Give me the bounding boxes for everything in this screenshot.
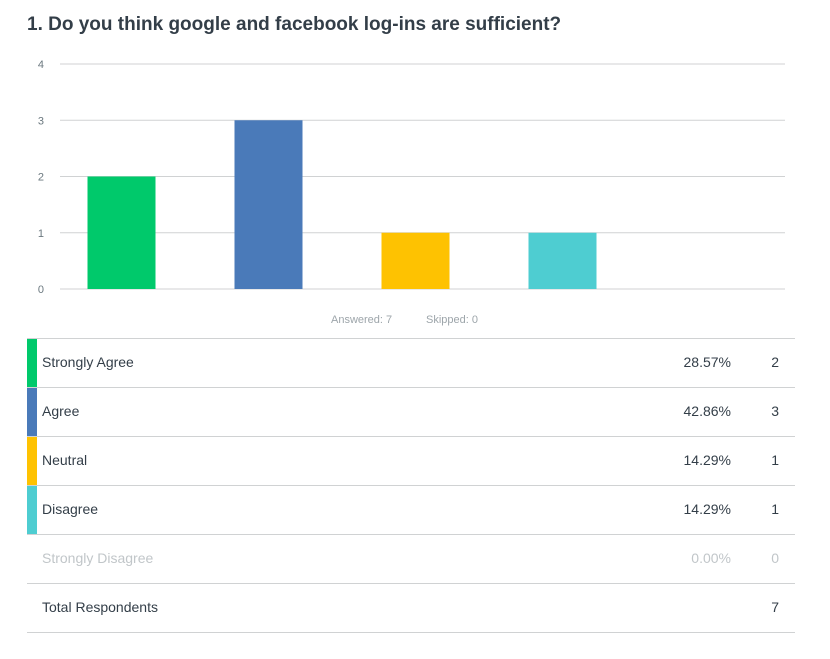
answer-percent: 42.86% [683,403,731,419]
answer-percent: 0.00% [691,550,731,566]
answered-count: Answered: 7 [331,314,393,326]
skipped-count: Skipped: 0 [426,314,478,326]
total-count: 7 [771,599,779,615]
results-table: Strongly Agree 28.57% 2 Agree 42.86% 3 N… [27,338,795,633]
answer-label: Disagree [42,501,99,517]
answer-count: 2 [771,354,779,370]
color-swatch [27,486,37,534]
answer-label: Strongly Disagree [42,550,154,566]
answer-count: 3 [771,403,779,419]
y-tick-label: 2 [38,172,44,184]
answer-percent: 14.29% [683,501,731,517]
answer-count: 0 [771,550,779,566]
y-tick-label: 1 [38,228,44,240]
y-tick-label: 4 [38,59,44,71]
y-tick-label: 3 [38,115,44,127]
question-title: 1. Do you think google and facebook log-… [27,14,562,35]
bar-disagree[interactable] [528,232,597,289]
table-row-disagree: Disagree 14.29% 1 [27,486,795,535]
answer-label: Strongly Agree [42,354,134,370]
answer-percent: 28.57% [683,354,731,370]
color-swatch [27,437,37,485]
color-swatch [27,388,37,436]
table-row-total: Total Respondents 7 [27,584,795,633]
answer-label: Neutral [42,452,88,468]
bar-chart: 0 1 2 3 4 [38,59,785,296]
answer-label: Agree [42,403,80,419]
table-row-strongly-agree: Strongly Agree 28.57% 2 [27,339,795,388]
bar-agree[interactable] [234,120,303,289]
bar-neutral[interactable] [381,232,450,289]
table-row-agree: Agree 42.86% 3 [27,388,795,437]
answer-count: 1 [771,452,779,468]
answer-count: 1 [771,501,779,517]
color-swatch [27,339,37,387]
table-row-strongly-disagree: Strongly Disagree 0.00% 0 [27,535,795,584]
table-row-neutral: Neutral 14.29% 1 [27,437,795,486]
bar-strongly-agree[interactable] [87,176,156,290]
total-label: Total Respondents [42,599,158,615]
y-tick-label: 0 [38,284,44,296]
answer-percent: 14.29% [683,452,731,468]
